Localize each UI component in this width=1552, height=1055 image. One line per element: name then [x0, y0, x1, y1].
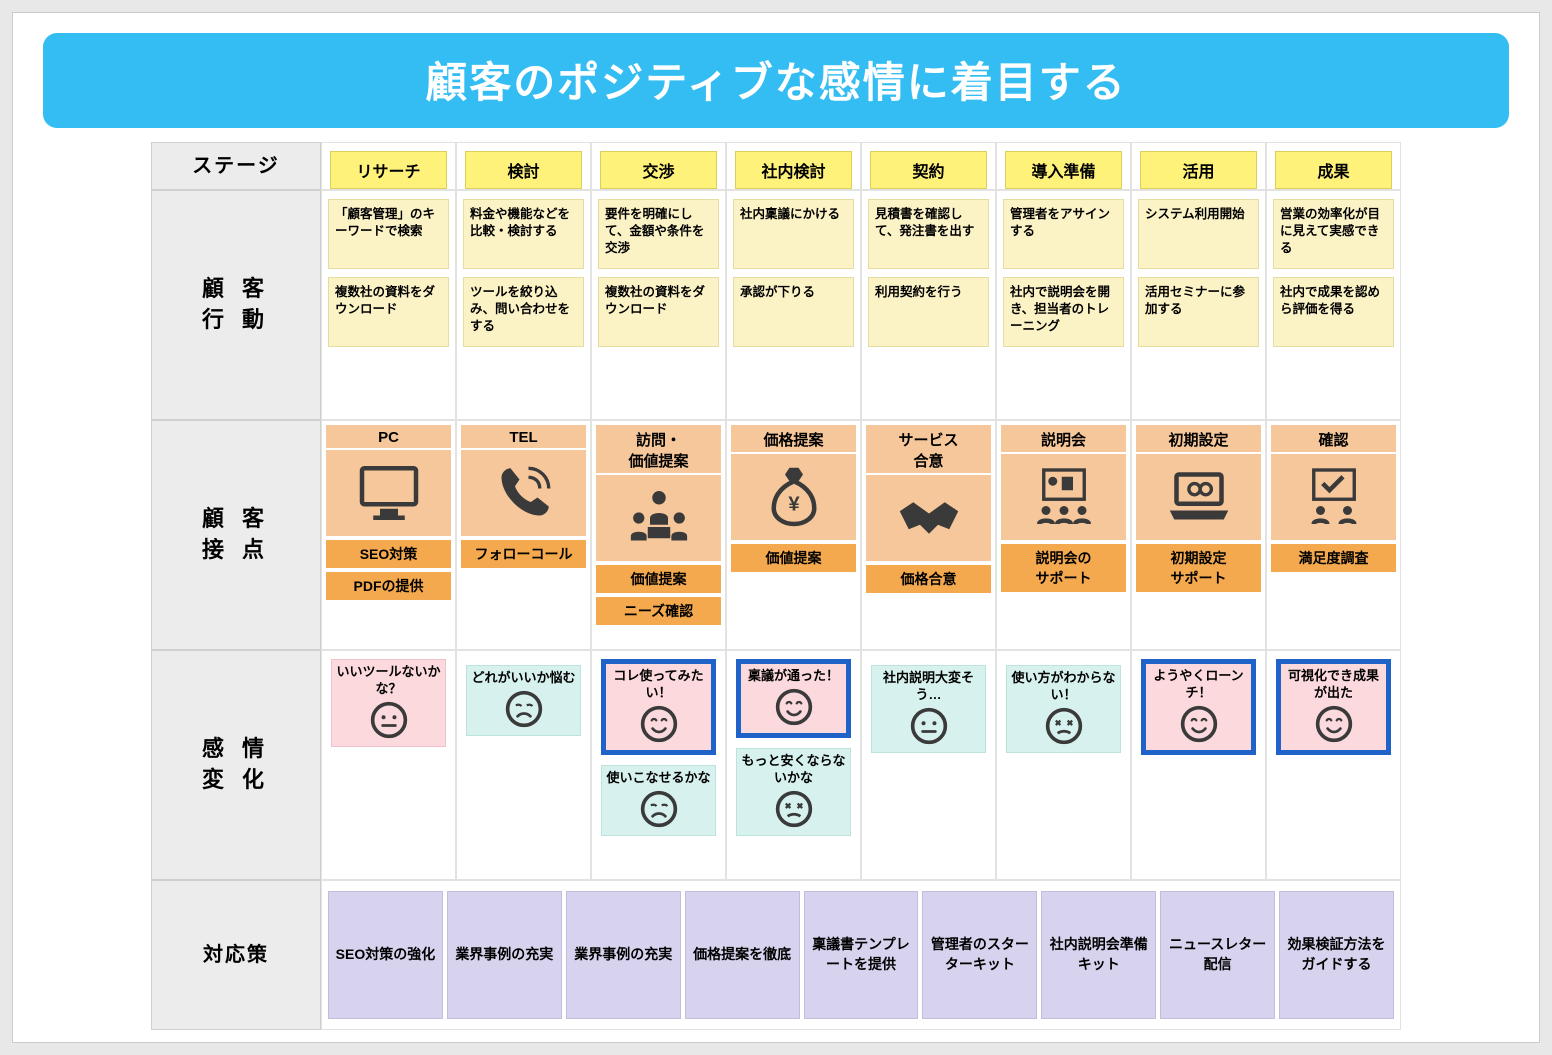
emo-4: 社内説明大変そう…: [861, 650, 996, 880]
action: 活用セミナーに参加する: [1138, 277, 1259, 347]
emo-0: いいツールないかな？: [321, 650, 456, 880]
touch-pill: 説明会のサポート: [1001, 544, 1126, 592]
touch-5: 説明会説明会のサポート: [996, 420, 1131, 650]
emotion-box: コレ使ってみたい！: [601, 659, 716, 755]
touch-pill: PDFの提供: [326, 572, 451, 600]
touch-label: 確認: [1271, 425, 1396, 452]
touch-4: サービス合意価格合意: [861, 420, 996, 650]
action: ツールを絞り込み、問い合わせをする: [463, 277, 584, 347]
touch-label: サービス合意: [866, 425, 991, 473]
touch-3: 価格提案 ¥ 価値提案: [726, 420, 861, 650]
emo-7: 可視化でき成果が出た: [1266, 650, 1401, 880]
touch-label: 初期設定: [1136, 425, 1261, 452]
emo-2: コレ使ってみたい！ 使いこなせるかな: [591, 650, 726, 880]
emotion-box: 可視化でき成果が出た: [1276, 659, 1391, 755]
touch-2: 訪問・価値提案価値提案ニーズ確認: [591, 420, 726, 650]
touch-label: 説明会: [1001, 425, 1126, 452]
title: 顧客のポジティブな感情に着目する: [43, 33, 1509, 128]
emo-1: どれがいいか悩む: [456, 650, 591, 880]
response: 管理者のスターターキット: [922, 891, 1037, 1019]
action: 承認が下りる: [733, 277, 854, 347]
touch-1: TEL フォローコール: [456, 420, 591, 650]
response: SEO対策の強化: [328, 891, 443, 1019]
touch-pill: 価格合意: [866, 565, 991, 593]
touch-pill: ニーズ確認: [596, 597, 721, 625]
phone-icon: [461, 450, 586, 536]
touch-pill: 価値提案: [731, 544, 856, 572]
action: 料金や機能などを比較・検討する: [463, 199, 584, 269]
presentation-icon: [1001, 454, 1126, 540]
emotion-box: もっと安くならないかな: [736, 748, 851, 836]
emo-3: 稟議が通った！ もっと安くならないかな: [726, 650, 861, 880]
emotion-box: 稟議が通った！: [736, 659, 851, 738]
emo-6: ようやくローンチ！: [1131, 650, 1266, 880]
action: 管理者をアサインする: [1003, 199, 1124, 269]
touch-pill: 初期設定サポート: [1136, 544, 1261, 592]
emotion-box: 使いこなせるかな: [601, 765, 716, 836]
stage-6: 活用: [1140, 151, 1257, 189]
response: 価格提案を徹底: [685, 891, 800, 1019]
response: 効果検証方法をガイドする: [1279, 891, 1394, 1019]
handshake-icon: [866, 475, 991, 561]
journey-map: ステージ リサーチ 検討 交渉 社内検討 契約 導入準備 活用 成果 顧 客 行…: [151, 142, 1401, 1030]
touch-pill: 価値提案: [596, 565, 721, 593]
meeting-icon: [596, 475, 721, 561]
action: 「顧客管理」のキーワードで検索: [328, 199, 449, 269]
confirm-icon: [1271, 454, 1396, 540]
action: 要件を明確にして、金額や条件を交渉: [598, 199, 719, 269]
stage-0: リサーチ: [330, 151, 447, 189]
rowlabel-actions: 顧 客 行 動: [151, 190, 321, 420]
emotion-box: いいツールないかな？: [331, 659, 446, 747]
touch-pill: SEO対策: [326, 540, 451, 568]
action: 複数社の資料をダウンロード: [328, 277, 449, 347]
action: 利用契約を行う: [868, 277, 989, 347]
laptop-gear-icon: [1136, 454, 1261, 540]
emotion-box: 社内説明大変そう…: [871, 665, 986, 753]
rowlabel-stage: ステージ: [151, 142, 321, 190]
stage-1: 検討: [465, 151, 582, 189]
touch-6: 初期設定初期設定サポート: [1131, 420, 1266, 650]
rowlabel-response: 対応策: [151, 880, 321, 1030]
rowlabel-touch: 顧 客 接 点: [151, 420, 321, 650]
response-row: SEO対策の強化 業界事例の充実 業界事例の充実 価格提案を徹底 稟議書テンプレ…: [321, 880, 1401, 1030]
action: 社内稟議にかける: [733, 199, 854, 269]
stage-7: 成果: [1275, 151, 1392, 189]
touch-label: 価格提案: [731, 425, 856, 452]
response: 業界事例の充実: [566, 891, 681, 1019]
touch-label: TEL: [461, 425, 586, 448]
touch-pill: フォローコール: [461, 540, 586, 568]
action: 社内で説明会を開き、担当者のトレーニング: [1003, 277, 1124, 347]
response: 業界事例の充実: [447, 891, 562, 1019]
action: 見積書を確認して、発注書を出す: [868, 199, 989, 269]
emotion-box: 使い方がわからない！: [1006, 665, 1121, 753]
stage-5: 導入準備: [1005, 151, 1122, 189]
response: 社内説明会準備キット: [1041, 891, 1156, 1019]
emotion-box: ようやくローンチ！: [1141, 659, 1256, 755]
monitor-icon: [326, 450, 451, 536]
slide: 顧客のポジティブな感情に着目する ステージ リサーチ 検討 交渉 社内検討 契約…: [12, 12, 1540, 1043]
touch-7: 確認満足度調査: [1266, 420, 1401, 650]
touch-pill: 満足度調査: [1271, 544, 1396, 572]
moneybag-icon: ¥: [731, 454, 856, 540]
svg-text:¥: ¥: [788, 494, 800, 516]
stage-4: 契約: [870, 151, 987, 189]
touch-label: 訪問・価値提案: [596, 425, 721, 473]
stage-3: 社内検討: [735, 151, 852, 189]
stage-2: 交渉: [600, 151, 717, 189]
action: 社内で成果を認めら評価を得る: [1273, 277, 1394, 347]
touch-label: PC: [326, 425, 451, 448]
response: 稟議書テンプレートを提供: [804, 891, 919, 1019]
action: システム利用開始: [1138, 199, 1259, 269]
response: ニュースレター配信: [1160, 891, 1275, 1019]
action: 営業の効率化が目に見えて実感できる: [1273, 199, 1394, 269]
emotion-box: どれがいいか悩む: [466, 665, 581, 736]
touch-0: PC SEO対策 PDFの提供: [321, 420, 456, 650]
rowlabel-emotion: 感 情 変 化: [151, 650, 321, 880]
emo-5: 使い方がわからない！: [996, 650, 1131, 880]
action: 複数社の資料をダウンロード: [598, 277, 719, 347]
